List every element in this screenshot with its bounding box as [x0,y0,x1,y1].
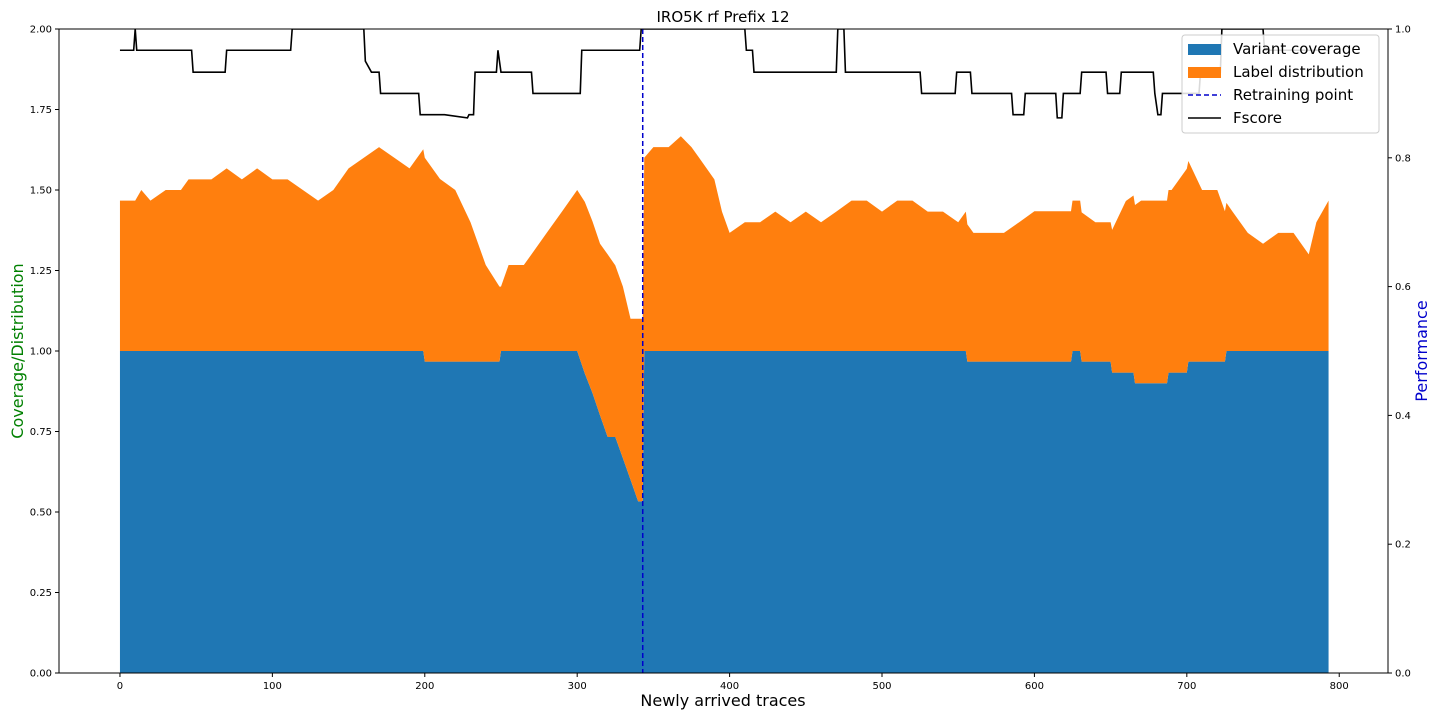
y-axis-title: Coverage/Distribution [8,263,27,438]
y2-tick-label: 0.0 [1395,669,1411,680]
legend-box [1181,34,1380,134]
legend: Variant coverage Label distribution Retrai… [1181,34,1380,134]
y-tick-label: 0.50 [30,508,52,519]
x-tick-label: 600 [1025,681,1044,692]
x-tick-label: 300 [568,681,587,692]
y-tick-label: 2.00 [30,25,52,36]
legend-label: Retraining point [1233,86,1353,104]
y2-tick-label: 0.4 [1395,411,1411,422]
x-tick-label: 0 [117,681,123,692]
legend-label: Fscore [1233,109,1282,127]
axes: 0 100 200 300 400 500 600 700 800 0.00 0.25 0.50 0.7… [30,25,1411,693]
legend-swatch [1188,44,1221,55]
legend-label: Variant coverage [1233,40,1361,58]
fscore-line [119,29,1329,119]
y-tick-label: 0.00 [30,669,52,680]
legend-label: Label distribution [1233,63,1364,81]
x-tick-label: 700 [1177,681,1196,692]
y2-tick-label: 0.2 [1395,540,1411,551]
y-tick-label: 0.75 [30,427,52,438]
x-axis-title: Newly arrived traces [640,691,805,710]
plot-area [119,29,1329,673]
x-tick-label: 800 [1330,681,1349,692]
legend-swatch [1188,67,1221,78]
y-tick-label: 1.00 [30,347,52,358]
y-tick-label: 1.25 [30,266,52,277]
y2-axis-title: Performance [1412,300,1431,401]
x-tick-label: 100 [263,681,282,692]
x-tick-label: 200 [415,681,434,692]
variant-coverage-area [119,351,1329,673]
chart-title: IRO5K rf Prefix 12 [656,8,789,26]
y2-tick-label: 1.0 [1395,25,1411,36]
y2-tick-label: 0.8 [1395,153,1411,164]
label-distribution-area [119,136,1329,502]
y-tick-label: 1.75 [30,105,52,116]
x-tick-label: 400 [720,681,739,692]
y-tick-label: 0.25 [30,588,52,599]
y-tick-label: 1.50 [30,186,52,197]
y2-tick-label: 0.6 [1395,282,1411,293]
x-tick-label: 500 [872,681,891,692]
